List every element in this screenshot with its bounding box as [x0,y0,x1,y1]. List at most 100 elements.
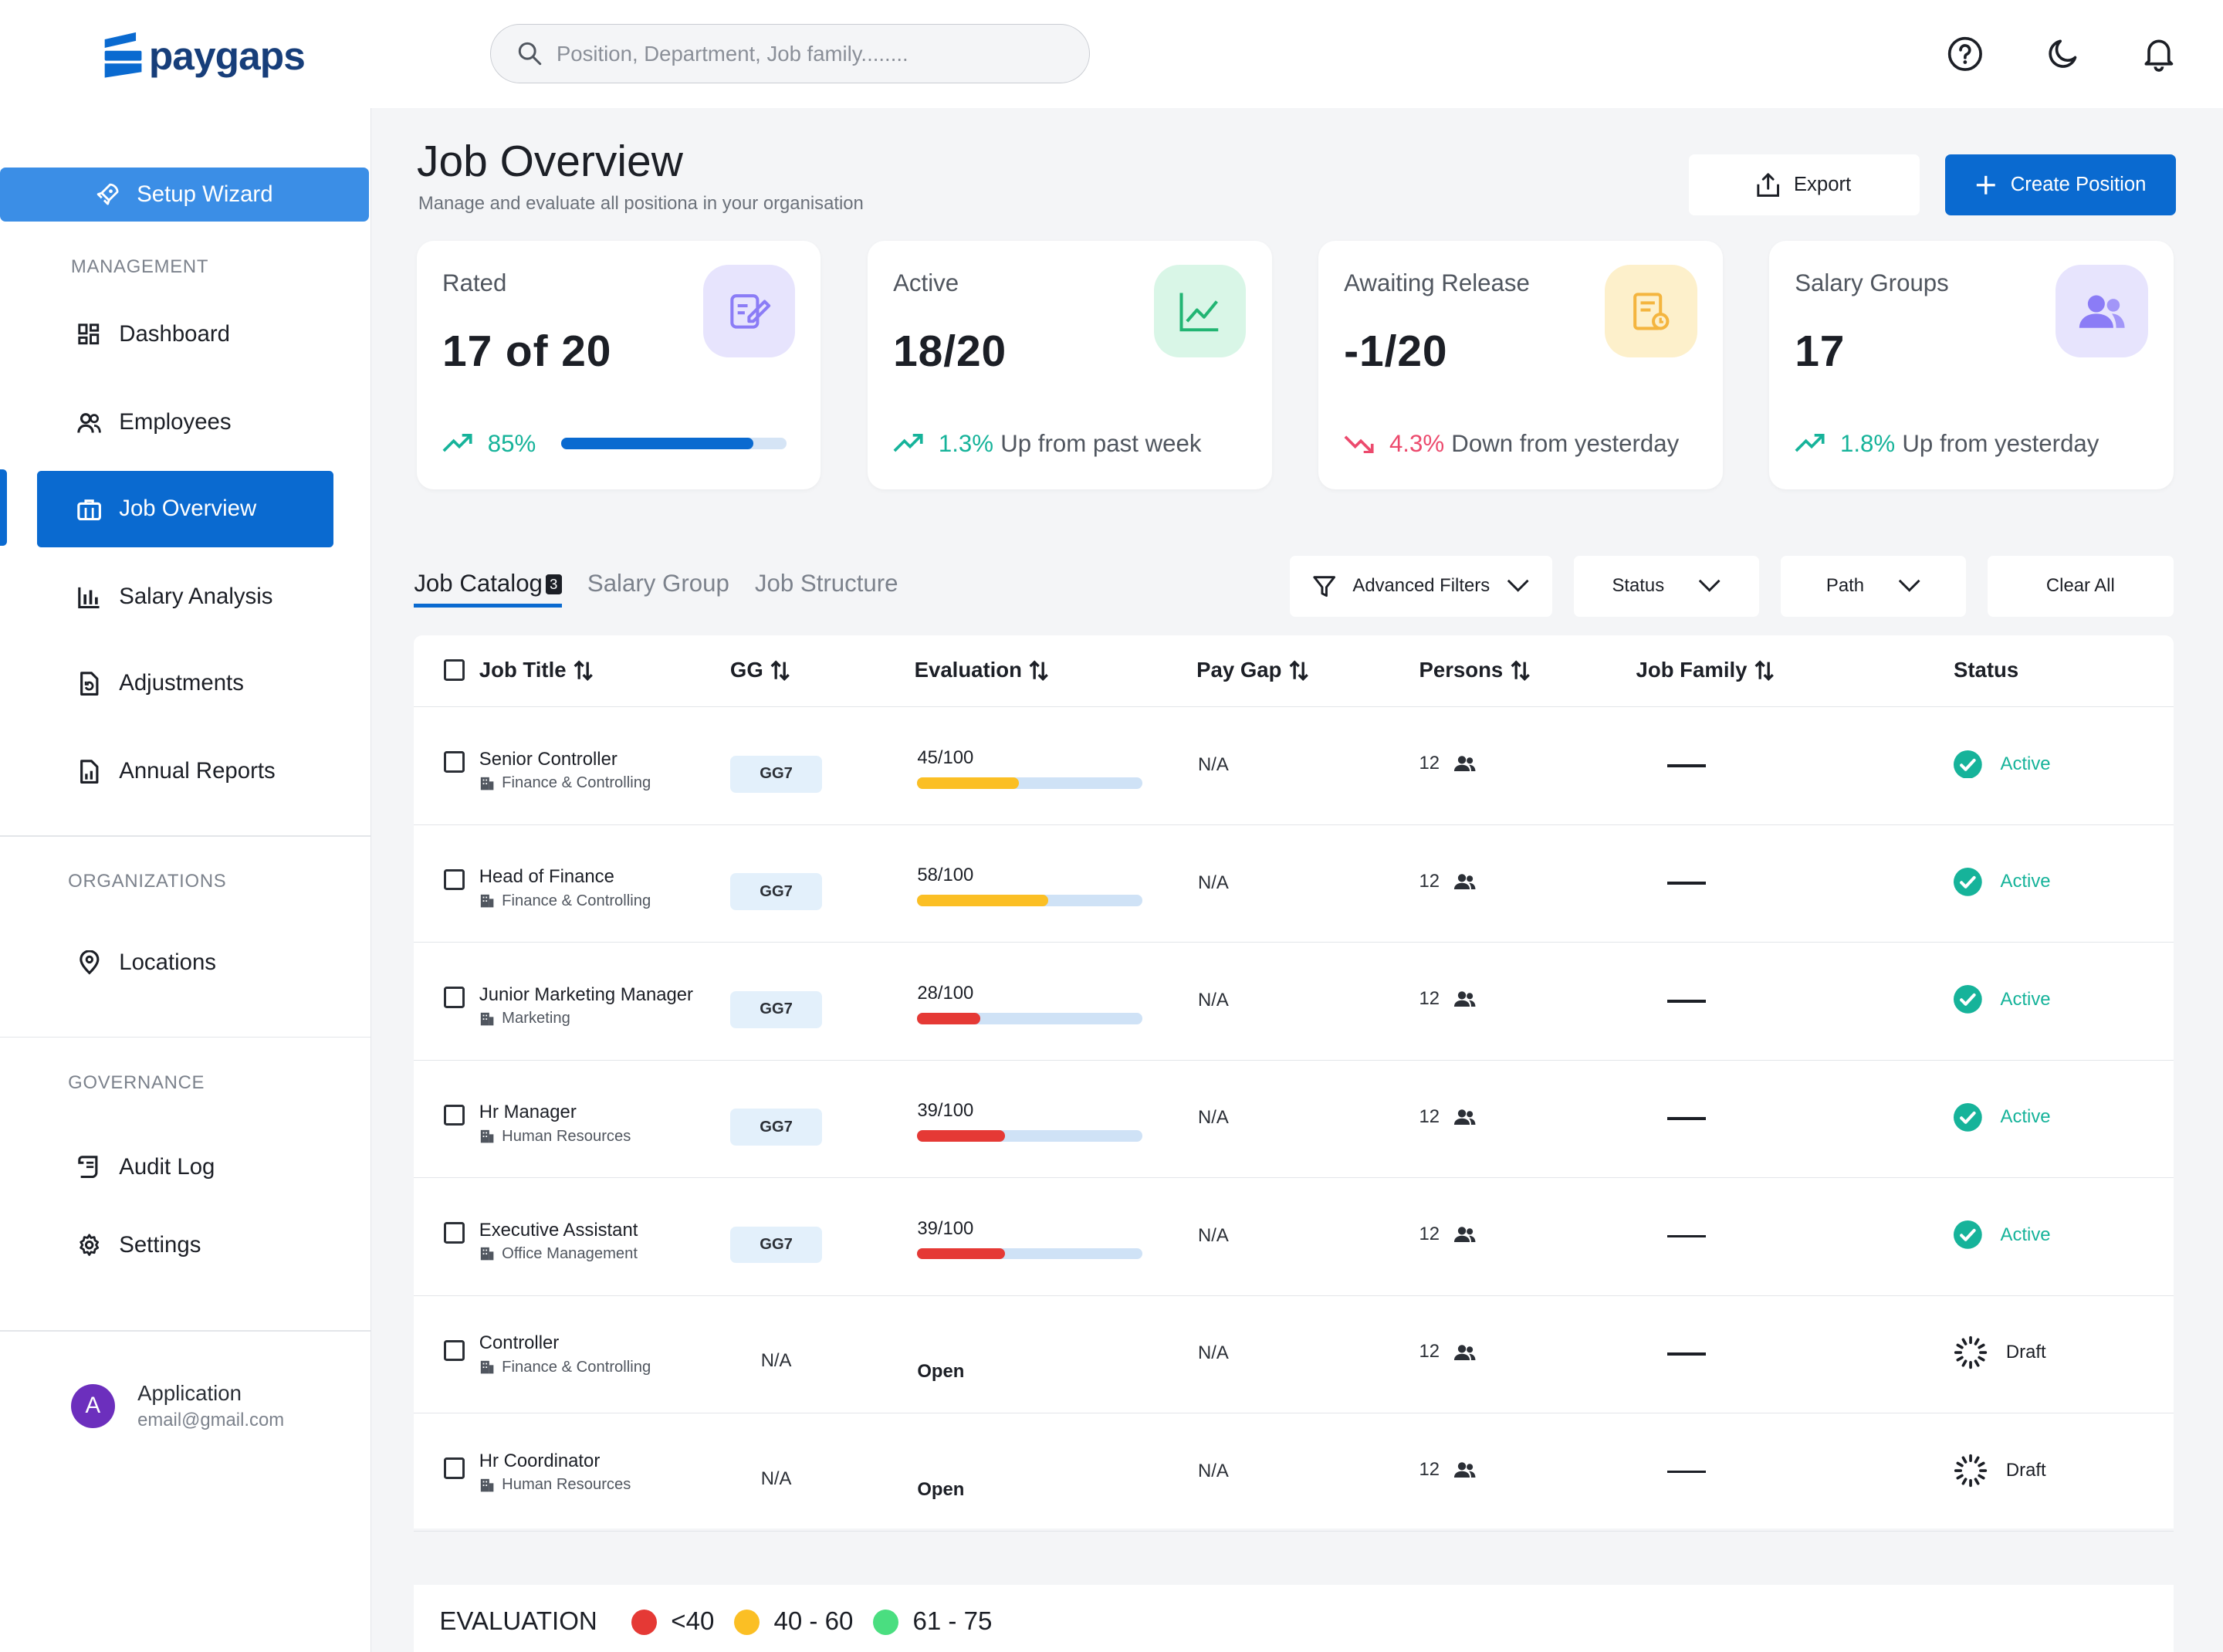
trend-text: Up from past week [1000,429,1202,457]
trend-value: 85% [487,429,536,457]
column-header-pay-gap[interactable]: Pay Gap [1196,658,1310,682]
grid-icon [76,322,102,347]
job-title[interactable]: Senior Controller [479,748,618,770]
rocket-icon [96,183,119,205]
row-checkbox[interactable] [443,1222,465,1244]
card-trend: 1.3% Up from past week [893,430,1201,458]
select-all-checkbox[interactable] [443,659,465,681]
divider [0,834,372,837]
status-badge: Draft [1954,1335,2046,1369]
card-value: 18/20 [893,327,1007,377]
table-row[interactable]: Senior Controller Finance & Controlling GG… [414,707,2174,825]
sidebar-item-settings[interactable]: Settings [37,1207,333,1283]
evaluation-cell: 45/100 [917,746,1143,789]
group-users-icon [2056,265,2148,357]
department-label: Human Resources [502,1127,631,1145]
row-checkbox[interactable] [443,1339,465,1362]
table-row[interactable]: Head of Finance Finance & Controlling GG7 5… [414,825,2174,943]
file-refresh-icon [76,671,102,696]
card-value: 17 [1795,327,1846,377]
row-checkbox[interactable] [443,1104,465,1126]
sidebar-item-dashboard[interactable]: Dashboard [37,296,333,373]
row-checkbox[interactable] [443,868,465,891]
progress-bar [561,438,787,449]
job-family-empty-dash [1666,1470,1706,1474]
sidebar-item-label: Locations [119,950,216,976]
create-position-button[interactable]: Create Position [1944,154,2177,216]
tab-label: Job Catalog [414,570,543,597]
trend-text: Up from yesterday [1902,429,2100,457]
sidebar-item-salary-analysis[interactable]: Salary Analysis [37,559,333,635]
card-label: Rated [442,269,507,296]
column-header-job-title[interactable]: Job Title [479,658,594,682]
paygaps-logo[interactable]: paygaps [102,31,306,79]
logo-icon [104,32,142,79]
status-badge: Active [1953,1102,2051,1132]
evaluation-cell: Open [917,1454,964,1501]
row-checkbox[interactable] [443,1457,465,1479]
advanced-filters-dropdown[interactable]: Advanced Filters [1290,555,1553,617]
filter-label: Advanced Filters [1352,575,1490,597]
evaluation-bar [917,777,1143,789]
chevron-down-icon [1898,580,1920,593]
row-checkbox[interactable] [443,987,465,1008]
status-label: Active [2000,871,2051,892]
clear-all-button[interactable]: Clear All [1988,555,2174,617]
setup-wizard-button[interactable]: Setup Wizard [0,167,369,222]
column-label: Persons [1419,658,1504,682]
department: Office Management [479,1245,638,1263]
column-header-job-family[interactable]: Job Family [1636,658,1776,682]
table-row[interactable]: Hr Manager Human Resources GG7 39/100 N/A 12 A… [414,1061,2174,1179]
export-button[interactable]: Export [1688,154,1920,216]
sidebar-item-employees[interactable]: Employees [37,384,333,461]
sidebar-item-job-overview[interactable]: Job Overview [36,470,333,547]
column-header-persons[interactable]: Persons [1419,658,1531,682]
dark-mode-moon-icon[interactable] [2043,34,2083,73]
evaluation-score: 39/100 [917,1217,974,1239]
evaluation-cell: 28/100 [917,983,1143,1024]
job-title[interactable]: Hr Coordinator [479,1450,601,1471]
edit-document-icon [703,265,796,357]
tab-job-catalog[interactable]: Job Catalog 3 [414,570,562,608]
tab-salary-group[interactable]: Salary Group [587,570,729,597]
job-title[interactable]: Hr Manager [479,1102,577,1123]
help-icon[interactable] [1945,34,1984,73]
table-row[interactable]: Executive Assistant Office Management GG7 3… [414,1178,2174,1296]
table-row[interactable]: Hr Coordinator Human Resources N/A Open N/A 1… [414,1413,2174,1532]
job-title[interactable]: Head of Finance [479,866,614,888]
search-input[interactable] [556,41,1068,66]
evaluation-bar-fill [917,777,1019,789]
column-header-gg[interactable]: GG [730,658,792,682]
table-row[interactable]: Junior Marketing Manager Marketing GG7 28/1… [414,943,2174,1061]
column-label: Job Family [1636,658,1748,682]
table-row[interactable]: Controller Finance & Controlling N/A Open N/… [414,1296,2174,1414]
status-dropdown[interactable]: Status [1573,555,1760,617]
job-title-cell: Executive Assistant Office Management [479,1220,638,1264]
job-title[interactable]: Junior Marketing Manager [479,983,693,1005]
notification-bell-icon[interactable] [2140,34,2179,73]
path-dropdown[interactable]: Path [1780,555,1967,617]
sidebar-item-adjustments[interactable]: Adjustments [37,645,333,722]
tab-job-structure[interactable]: Job Structure [754,570,898,597]
status-label: Draft [2005,1342,2046,1363]
column-label: Evaluation [914,658,1022,682]
sidebar-item-audit-log[interactable]: Audit Log [37,1129,333,1205]
persons-cell: 12 [1419,1341,1477,1363]
user-profile[interactable]: A Application email@gmail.com [70,1381,284,1432]
job-title[interactable]: Controller [479,1332,560,1354]
check-circle-icon [1953,868,1982,896]
department: Marketing [479,1010,693,1027]
evaluation-score: 58/100 [917,865,974,886]
column-header-evaluation[interactable]: Evaluation [915,658,1051,682]
active-indicator [0,469,8,547]
upload-icon [1757,173,1780,197]
legend-label: <40 [671,1607,715,1637]
row-checkbox[interactable] [443,751,465,773]
pay-gap-value: N/A [1198,1460,1229,1481]
sidebar-item-annual-reports[interactable]: Annual Reports [37,733,333,810]
evaluation-bar-fill [917,1130,1006,1142]
persons-cell: 12 [1419,1106,1477,1128]
evaluation-score: 45/100 [917,746,974,768]
sidebar-item-locations[interactable]: Locations [37,925,333,1001]
job-title[interactable]: Executive Assistant [479,1219,638,1241]
